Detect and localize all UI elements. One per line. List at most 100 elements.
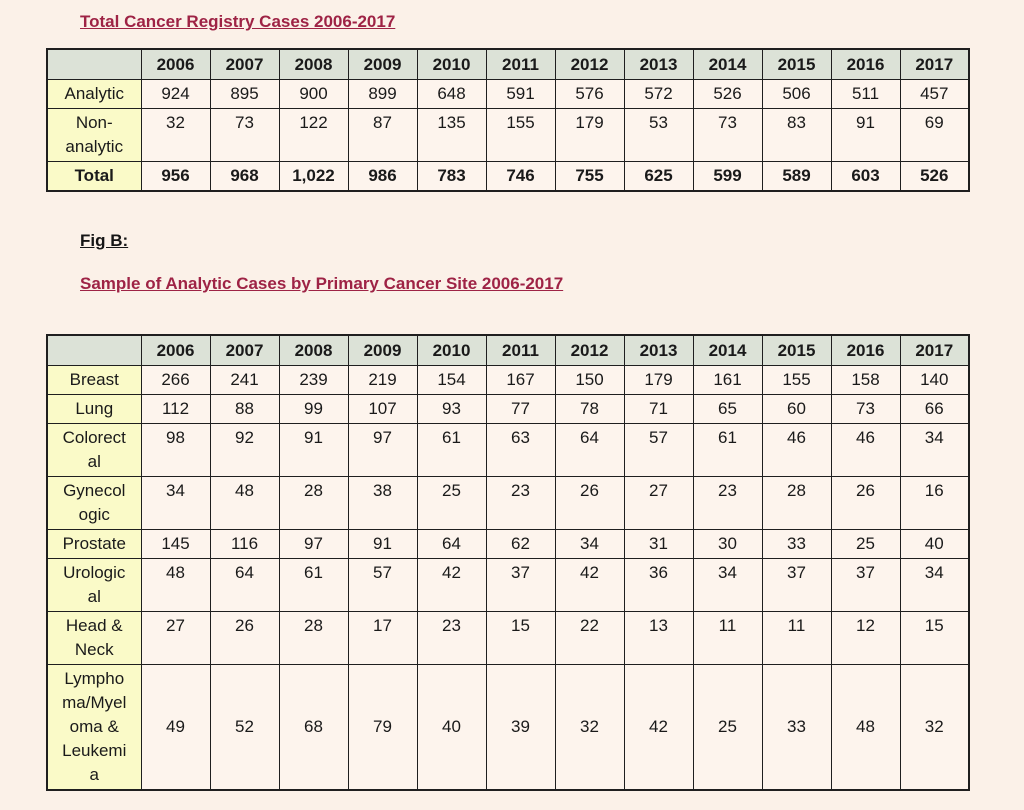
value-cell: 28 bbox=[278, 476, 349, 530]
value-cell: 64 bbox=[209, 558, 280, 612]
value-cell: 899 bbox=[347, 79, 418, 109]
value-cell: 64 bbox=[554, 423, 625, 477]
value-cell: 140 bbox=[899, 365, 970, 395]
row-label-cell: Gynecologic bbox=[46, 476, 142, 530]
value-cell: 99 bbox=[278, 394, 349, 424]
value-cell: 79 bbox=[347, 664, 418, 791]
value-cell: 26 bbox=[209, 611, 280, 665]
value-cell: 506 bbox=[761, 79, 832, 109]
value-cell: 956 bbox=[140, 161, 211, 192]
value-cell: 1,022 bbox=[278, 161, 349, 192]
value-cell: 25 bbox=[692, 664, 763, 791]
value-cell: 32 bbox=[554, 664, 625, 791]
value-cell: 625 bbox=[623, 161, 694, 192]
value-cell: 179 bbox=[623, 365, 694, 395]
value-cell: 112 bbox=[140, 394, 211, 424]
value-cell: 968 bbox=[209, 161, 280, 192]
year-header-cell: 2009 bbox=[347, 334, 418, 366]
table-row: Colorectal 98 92 91 97 61 63 64 57 61 46 46 34 bbox=[46, 423, 970, 477]
value-cell: 23 bbox=[416, 611, 487, 665]
value-cell: 57 bbox=[347, 558, 418, 612]
value-cell: 167 bbox=[485, 365, 556, 395]
value-cell: 30 bbox=[692, 529, 763, 559]
value-cell: 457 bbox=[899, 79, 970, 109]
value-cell: 66 bbox=[899, 394, 970, 424]
year-header-cell: 2013 bbox=[623, 334, 694, 366]
value-cell: 39 bbox=[485, 664, 556, 791]
year-header-cell: 2015 bbox=[761, 334, 832, 366]
value-cell: 783 bbox=[416, 161, 487, 192]
value-cell: 31 bbox=[623, 529, 694, 559]
value-cell: 65 bbox=[692, 394, 763, 424]
value-cell: 63 bbox=[485, 423, 556, 477]
value-cell: 266 bbox=[140, 365, 211, 395]
value-cell: 895 bbox=[209, 79, 280, 109]
value-cell: 88 bbox=[209, 394, 280, 424]
value-cell: 61 bbox=[416, 423, 487, 477]
value-cell: 16 bbox=[899, 476, 970, 530]
value-cell: 572 bbox=[623, 79, 694, 109]
row-label-cell: Colorectal bbox=[46, 423, 142, 477]
value-cell: 241 bbox=[209, 365, 280, 395]
value-cell: 27 bbox=[623, 476, 694, 530]
row-label-cell: Lymphoma/Myeloma & Leukemia bbox=[46, 664, 142, 791]
year-header-cell: 2016 bbox=[830, 334, 901, 366]
table-row: Total 956 968 1,022 986 783 746 755 625 599 589 603… bbox=[46, 161, 970, 192]
value-cell: 42 bbox=[623, 664, 694, 791]
value-cell: 71 bbox=[623, 394, 694, 424]
value-cell: 13 bbox=[623, 611, 694, 665]
value-cell: 526 bbox=[899, 161, 970, 192]
value-cell: 116 bbox=[209, 529, 280, 559]
value-cell: 64 bbox=[416, 529, 487, 559]
row-label-cell: Analytic bbox=[46, 79, 142, 109]
year-header-cell: 2008 bbox=[278, 48, 349, 80]
table-row: Non-analytic 32 73 122 87 135 155 179 53 73 83 91 69 bbox=[46, 108, 970, 162]
table-row: Head & Neck 27 26 28 17 23 15 22 13 11 11 12 15 bbox=[46, 611, 970, 665]
table2-title: Sample of Analytic Cases by Primary Canc… bbox=[80, 274, 564, 293]
value-cell: 15 bbox=[485, 611, 556, 665]
value-cell: 154 bbox=[416, 365, 487, 395]
value-cell: 648 bbox=[416, 79, 487, 109]
value-cell: 599 bbox=[692, 161, 763, 192]
year-header-cell: 2006 bbox=[140, 334, 211, 366]
value-cell: 15 bbox=[899, 611, 970, 665]
value-cell: 48 bbox=[830, 664, 901, 791]
year-header-cell: 2010 bbox=[416, 334, 487, 366]
value-cell: 33 bbox=[761, 664, 832, 791]
value-cell: 150 bbox=[554, 365, 625, 395]
table-row: Analytic 924 895 900 899 648 591 576 572 526 506 51… bbox=[46, 79, 970, 109]
value-cell: 32 bbox=[899, 664, 970, 791]
value-cell: 37 bbox=[485, 558, 556, 612]
value-cell: 155 bbox=[761, 365, 832, 395]
value-cell: 576 bbox=[554, 79, 625, 109]
value-cell: 107 bbox=[347, 394, 418, 424]
table-row: Lung 112 88 99 107 93 77 78 71 65 60 73 66 bbox=[46, 394, 970, 424]
value-cell: 42 bbox=[416, 558, 487, 612]
value-cell: 32 bbox=[140, 108, 211, 162]
year-header-cell: 2012 bbox=[554, 334, 625, 366]
value-cell: 158 bbox=[830, 365, 901, 395]
value-cell: 12 bbox=[830, 611, 901, 665]
value-cell: 17 bbox=[347, 611, 418, 665]
value-cell: 49 bbox=[140, 664, 211, 791]
value-cell: 755 bbox=[554, 161, 625, 192]
corner-cell bbox=[46, 334, 142, 366]
value-cell: 603 bbox=[830, 161, 901, 192]
year-header-cell: 2014 bbox=[692, 334, 763, 366]
value-cell: 11 bbox=[692, 611, 763, 665]
table-row: Gynecologic 34 48 28 38 25 23 26 27 23 28 26 16 bbox=[46, 476, 970, 530]
value-cell: 78 bbox=[554, 394, 625, 424]
value-cell: 40 bbox=[899, 529, 970, 559]
year-header-cell: 2017 bbox=[899, 48, 970, 80]
value-cell: 38 bbox=[347, 476, 418, 530]
row-label-cell: Total bbox=[46, 161, 142, 192]
year-header-cell: 2014 bbox=[692, 48, 763, 80]
row-label-cell: Urological bbox=[46, 558, 142, 612]
table-row: Prostate 145 116 97 91 64 62 34 31 30 33 25 40 bbox=[46, 529, 970, 559]
year-header-cell: 2007 bbox=[209, 334, 280, 366]
year-header-cell: 2017 bbox=[899, 334, 970, 366]
value-cell: 33 bbox=[761, 529, 832, 559]
corner-cell bbox=[46, 48, 142, 80]
value-cell: 11 bbox=[761, 611, 832, 665]
